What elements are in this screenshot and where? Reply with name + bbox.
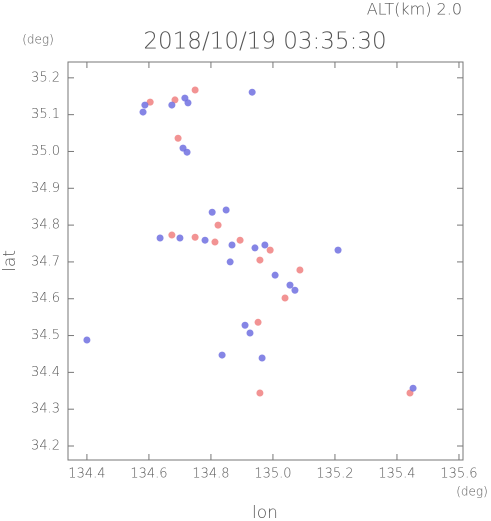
echo-point — [174, 134, 182, 142]
echo-point — [168, 101, 176, 109]
x-tick-label: 134.4 — [68, 467, 105, 482]
chart-title: 2018/10/19 03:35:30 — [143, 29, 386, 55]
y-tick-label: 34.3 — [31, 402, 60, 417]
echo-point — [218, 351, 226, 359]
chart-subtitle: ALT(km) 2.0 — [367, 0, 462, 19]
echo-point — [141, 101, 149, 109]
echo-point — [146, 98, 154, 106]
echo-point — [191, 233, 199, 241]
echo-point — [286, 281, 294, 289]
echo-point — [271, 271, 279, 279]
echo-point — [83, 336, 91, 344]
echo-point — [171, 96, 179, 104]
echo-point — [236, 236, 244, 244]
x-axis-label: lon — [252, 503, 278, 521]
x-tick-label: 134.8 — [192, 467, 229, 482]
echo-point — [256, 256, 264, 264]
x-tick-label: 135.0 — [254, 467, 291, 482]
echo-point — [168, 231, 176, 239]
y-tick-label: 34.6 — [31, 291, 60, 306]
echo-point — [241, 321, 249, 329]
echo-point — [296, 266, 304, 274]
y-tick-label: 34.5 — [31, 328, 60, 343]
y-tick-label: 34.7 — [31, 254, 60, 269]
x-tick-label: 135.4 — [378, 467, 415, 482]
echo-point — [281, 294, 289, 302]
echo-point — [208, 208, 216, 216]
y-tick-label: 35.2 — [31, 70, 60, 85]
echo-point — [291, 286, 299, 294]
echo-point — [214, 221, 222, 229]
x-tick-label: 135.6 — [440, 467, 477, 482]
echo-point — [222, 206, 230, 214]
echo-point — [139, 108, 147, 116]
echo-point — [191, 86, 199, 94]
echo-point — [254, 318, 262, 326]
echo-point — [246, 329, 254, 337]
echo-point — [256, 389, 264, 397]
echo-point — [228, 241, 236, 249]
echo-point — [184, 99, 192, 107]
echo-point — [261, 241, 269, 249]
y-tick-label: 34.4 — [31, 365, 60, 380]
echo-point — [334, 246, 342, 254]
echo-point — [211, 238, 219, 246]
echo-point — [176, 234, 184, 242]
y-tick-label: 34.9 — [31, 181, 60, 196]
y-tick-label: 35.1 — [31, 107, 60, 122]
x-tick-label: 135.2 — [316, 467, 353, 482]
echo-point — [258, 354, 266, 362]
y-axis-label: lat — [0, 250, 20, 272]
plot-frame — [67, 61, 464, 461]
echo-point — [266, 246, 274, 254]
echo-point — [183, 148, 191, 156]
echo-point — [201, 236, 209, 244]
y-tick-label: 34.2 — [31, 439, 60, 454]
echo-point — [156, 234, 164, 242]
echo-point — [226, 258, 234, 266]
y-tick-label: 34.8 — [31, 218, 60, 233]
x-unit: (deg) — [456, 485, 488, 499]
x-tick-label: 134.6 — [130, 467, 167, 482]
echo-point — [248, 88, 256, 96]
y-unit: (deg) — [22, 33, 54, 47]
echo-point — [251, 244, 259, 252]
echo-point — [409, 384, 417, 392]
y-tick-label: 35.0 — [31, 144, 60, 159]
